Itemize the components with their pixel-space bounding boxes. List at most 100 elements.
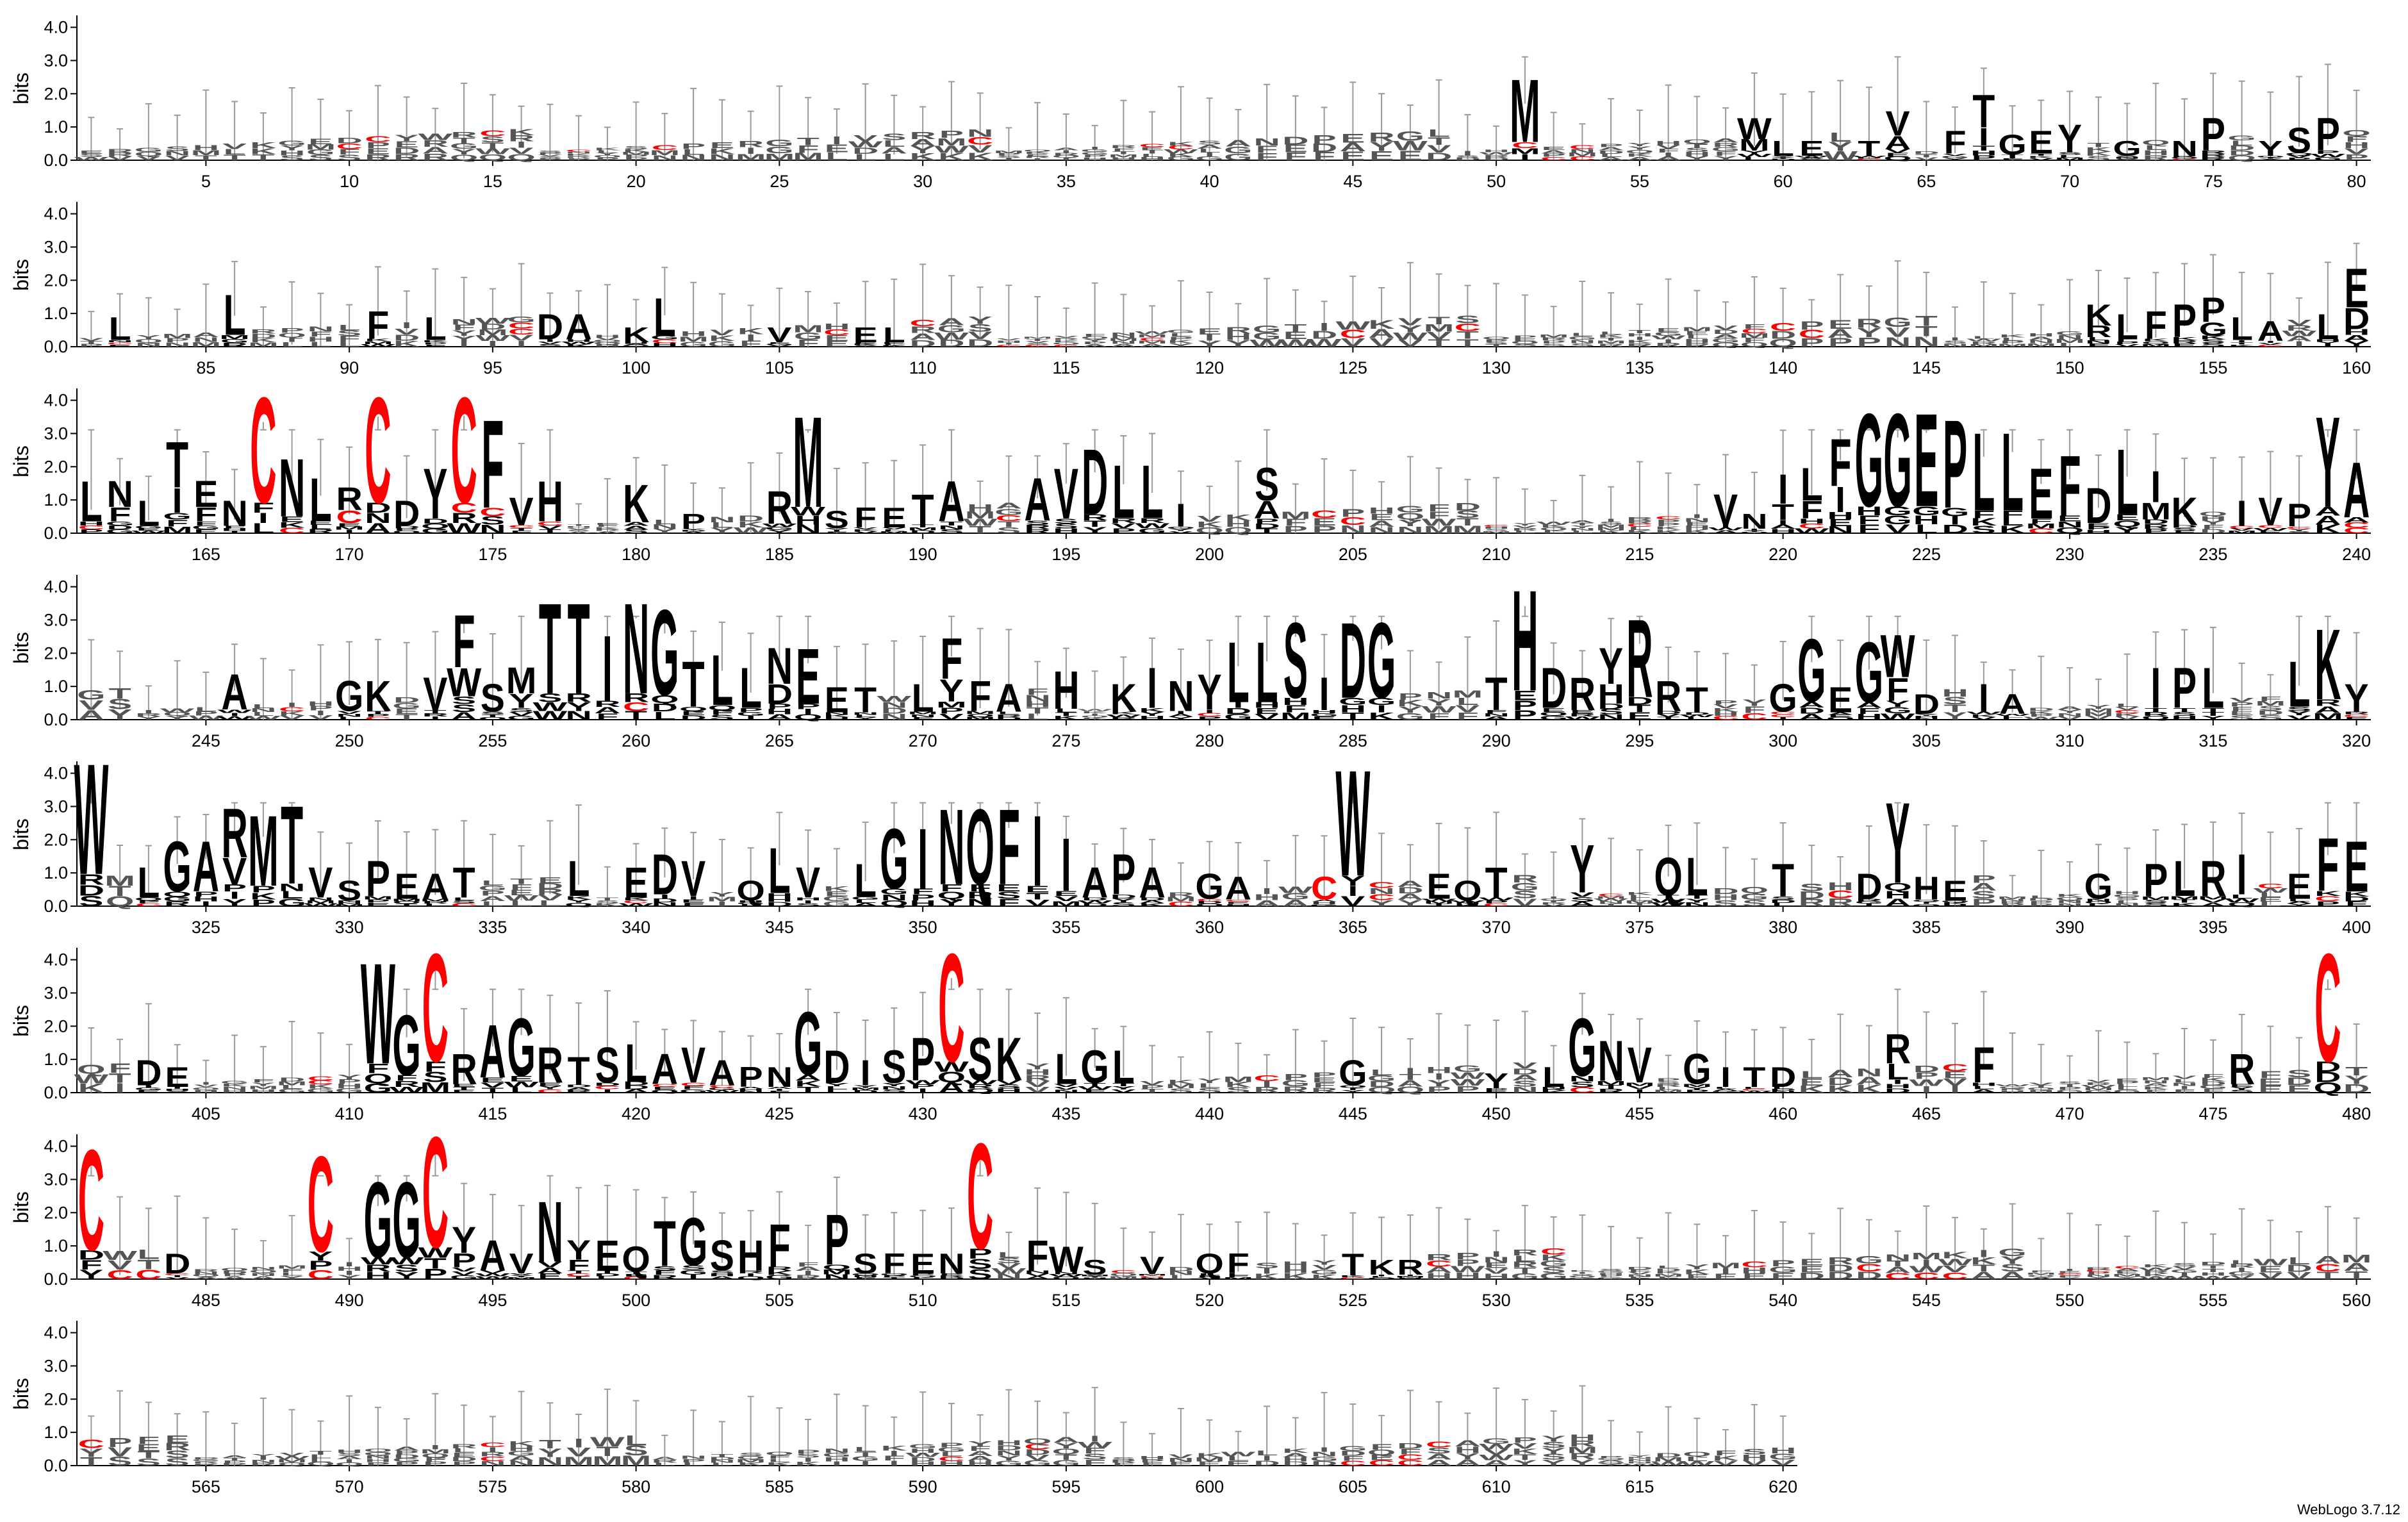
logo-letter: T xyxy=(2345,1065,2368,1079)
logo-letter: W xyxy=(590,1435,625,1450)
x-tick-label: 485 xyxy=(192,1291,220,1310)
logo-letter: N xyxy=(1741,509,1767,533)
logo-letter: R xyxy=(1827,1255,1853,1267)
logo-letter: T xyxy=(1686,142,1708,149)
logo-letter: F xyxy=(109,1061,131,1076)
logo-letter: K xyxy=(250,337,277,344)
logo-letter: R xyxy=(2200,150,2226,155)
logo-letter: T xyxy=(2001,154,2024,157)
logo-letter: H xyxy=(308,700,334,707)
y-axis-label: bits xyxy=(10,1191,33,1223)
logo-letter: G xyxy=(650,335,679,340)
logo-letter: F xyxy=(309,330,332,338)
logo-letter: M xyxy=(793,323,823,334)
weblogo-version-label: WebLogo 3.7.12 xyxy=(2297,1501,2400,1518)
logo-letter: G xyxy=(507,1002,535,1095)
logo-letter: L xyxy=(739,656,762,720)
logo-letter: S xyxy=(1799,158,1824,161)
logo-letter: N xyxy=(450,318,477,326)
logo-letter: G xyxy=(1367,600,1396,721)
logo-letter: D xyxy=(193,1457,219,1460)
logo-letter: V xyxy=(1169,1453,1193,1459)
logo-letter: V xyxy=(136,155,161,161)
logo-letter: P xyxy=(1599,143,1623,148)
logo-letter: G xyxy=(1883,315,1911,330)
logo-letter: D xyxy=(1455,500,1481,512)
logo-letter: I xyxy=(344,1261,354,1268)
logo-letter: L xyxy=(2116,702,2138,707)
logo-letter: T xyxy=(2087,142,2109,149)
x-tick-label: 395 xyxy=(2198,918,2227,937)
logo-letter: F xyxy=(1743,323,1765,330)
logo-letter: G xyxy=(1711,146,1740,153)
logo-letter: Y xyxy=(280,144,304,152)
logo-letter: K xyxy=(1626,891,1653,896)
logo-letter: Q xyxy=(622,345,650,347)
x-tick-label: 10 xyxy=(340,172,359,191)
x-tick-label: 595 xyxy=(1051,1477,1080,1496)
logo-letter: E xyxy=(1943,874,1967,907)
y-tick-label: 1.0 xyxy=(44,490,68,509)
logo-letter: C xyxy=(1540,1246,1567,1256)
logo-letter: N xyxy=(1597,1029,1624,1093)
logo-letter: W xyxy=(2253,1257,2288,1268)
logo-letter: E xyxy=(796,633,820,721)
logo-letter: I xyxy=(1090,1434,1100,1443)
logo-letter: M xyxy=(1538,333,1569,338)
x-tick-label: 15 xyxy=(483,172,502,191)
logo-letter: K xyxy=(709,334,735,343)
logo-letter: L xyxy=(1112,449,1135,534)
x-tick-label: 370 xyxy=(1482,918,1511,937)
logo-letter: D xyxy=(823,1041,850,1093)
logo-letter: W xyxy=(1881,622,1915,691)
logo-letter: C xyxy=(308,1075,334,1082)
logo-letter: C xyxy=(652,338,678,344)
y-axis-label: bits xyxy=(10,72,33,104)
logo-letter: G xyxy=(1797,620,1826,720)
logo-letter: L xyxy=(654,288,676,348)
logo-letter: M xyxy=(736,152,766,162)
logo-letter: S xyxy=(2287,1068,2311,1079)
y-tick-label: 4.0 xyxy=(44,391,68,410)
logo-letter: S xyxy=(481,135,505,144)
logo-letter: M xyxy=(1223,1075,1254,1084)
logo-letter: R xyxy=(1884,1025,1911,1073)
x-tick-label: 520 xyxy=(1195,1291,1224,1310)
logo-letter: G xyxy=(1883,386,1911,535)
logo-letter: G xyxy=(1855,624,1883,720)
logo-letter: A xyxy=(479,1009,506,1093)
logo-letter: D xyxy=(1856,867,1882,907)
x-tick-label: 240 xyxy=(2342,545,2371,564)
logo-letter: I xyxy=(1491,1250,1501,1258)
logo-letter: Y xyxy=(1742,697,1767,708)
logo-letter: A xyxy=(1053,1435,1079,1444)
y-tick-label: 4.0 xyxy=(44,18,68,37)
logo-letter: H xyxy=(1053,661,1079,721)
logo-letter: W xyxy=(1852,156,1887,158)
logo-letter: I xyxy=(1663,151,1674,157)
x-tick-label: 260 xyxy=(622,731,650,750)
logo-letter: M xyxy=(621,151,652,156)
logo-letter: P xyxy=(996,153,1021,156)
x-tick-label: 140 xyxy=(1769,358,1797,377)
logo-letter: E xyxy=(825,142,849,154)
logo-letter: A xyxy=(938,470,964,534)
logo-letter: Q xyxy=(1626,149,1654,154)
y-tick-label: 2.0 xyxy=(44,270,68,290)
logo-letter: L xyxy=(2288,649,2311,721)
logo-letter: K xyxy=(594,147,620,151)
logo-letter: A xyxy=(1712,137,1738,144)
logo-letter: W xyxy=(1537,521,1572,525)
logo-letter: R xyxy=(450,130,477,139)
logo-letter: F xyxy=(1715,1449,1737,1457)
x-tick-label: 165 xyxy=(192,545,220,564)
logo-letter: M xyxy=(162,333,193,340)
logo-letter: L xyxy=(1686,847,1708,907)
logo-letter: C xyxy=(1942,1062,1968,1073)
logo-letter: Y xyxy=(1369,139,1394,154)
x-tick-label: 320 xyxy=(2342,731,2371,750)
logo-letter: C xyxy=(1540,156,1567,161)
logo-letter: V xyxy=(1140,1080,1164,1086)
logo-letter: G xyxy=(2227,134,2255,142)
logo-letter: N xyxy=(938,1247,964,1280)
